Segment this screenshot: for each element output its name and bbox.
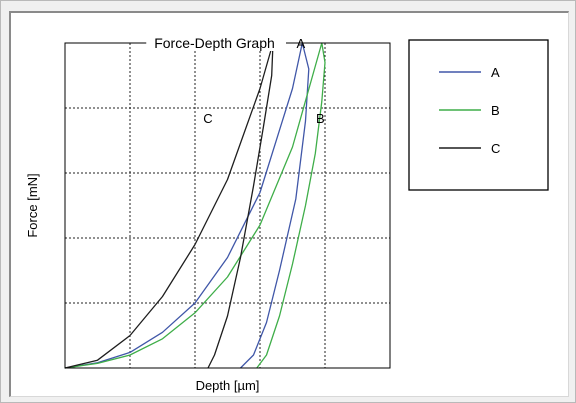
legend-label-b: B [491,103,500,118]
series-c-curve [64,42,274,369]
grid [65,43,390,368]
series-c-label: C [203,111,212,126]
series-a-curve [64,42,310,369]
series-end-labels: A B C [203,36,324,126]
plot-frame [64,42,391,369]
legend-box [408,39,549,191]
chart-panel: Force-Depth Graph A B C Depth [µm] Force [… [9,11,569,397]
legend-label-a: A [491,65,500,80]
y-axis-label: Force [mN] [25,173,40,237]
series-b-label: B [316,111,325,126]
x-axis-label: Depth [µm] [196,378,260,393]
chart-title: Force-Depth Graph [154,35,275,51]
legend: A B C [408,39,549,191]
series-a-label: A [297,36,306,51]
legend-label-c: C [491,141,500,156]
force-depth-chart: Force-Depth Graph A B C Depth [µm] Force [… [25,34,549,393]
title-background [146,34,286,51]
